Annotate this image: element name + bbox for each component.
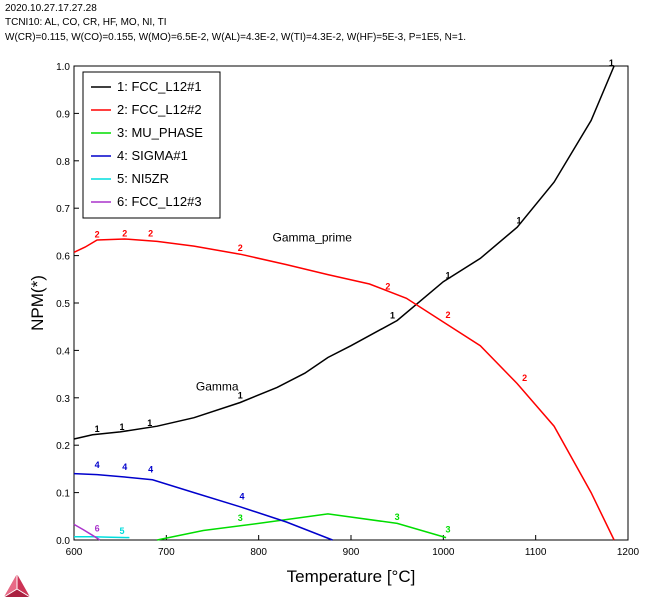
- y-tick-label: 0.3: [56, 394, 70, 405]
- legend-entry: 6: FCC_L12#3: [117, 194, 202, 209]
- x-axis-label: Temperature [°C]: [287, 567, 416, 586]
- timestamp-header: 2020.10.27.17.27.28: [5, 3, 97, 14]
- series-marker-1: 1: [445, 270, 450, 280]
- series-marker-4: 4: [122, 462, 127, 472]
- x-tick-label: 900: [343, 547, 360, 558]
- series-marker-2: 2: [95, 230, 100, 240]
- x-tick-label: 1100: [525, 547, 547, 558]
- y-axis-label: NPM(*): [28, 275, 47, 331]
- series-marker-1: 1: [390, 311, 395, 321]
- y-tick-label: 1.0: [56, 62, 70, 73]
- legend-entry: 3: MU_PHASE: [117, 125, 203, 140]
- series-marker-2: 2: [522, 373, 527, 383]
- database-header: TCNI10: AL, CO, CR, HF, MO, NI, TI: [5, 17, 167, 28]
- series-marker-1: 1: [238, 391, 243, 401]
- legend-entry: 4: SIGMA#1: [117, 148, 188, 163]
- series-marker-6: 6: [95, 523, 100, 533]
- annotation-label: Gamma_prime: [273, 230, 353, 244]
- y-tick-label: 0.7: [56, 204, 70, 215]
- x-tick-label: 1000: [432, 547, 455, 558]
- y-tick-label: 0.5: [56, 299, 70, 310]
- y-tick-label: 0.9: [56, 109, 70, 120]
- y-tick-label: 0.2: [56, 441, 70, 452]
- axis-ticks: 600 700 800 900 1000 1100 1200 0.0 0.1 0.2 0.3 0.4 0…: [56, 62, 639, 558]
- legend-box: [82, 71, 221, 219]
- series-marker-4: 4: [148, 465, 153, 475]
- series-marker-2: 2: [238, 243, 243, 253]
- y-tick-label: 0.1: [56, 489, 70, 500]
- y-tick-label: 0.6: [56, 252, 70, 263]
- series-marker-5: 5: [120, 526, 125, 536]
- x-tick-label: 800: [250, 547, 267, 558]
- legend-entry: 2: FCC_L12#2: [117, 102, 202, 117]
- series-marker-1: 1: [147, 418, 152, 428]
- series-line-4: [73, 472, 333, 541]
- series-marker-1: 1: [609, 58, 614, 68]
- series-marker-4: 4: [240, 492, 245, 502]
- series-line-1: [73, 65, 615, 440]
- annotations: Gamma_prime Gamma: [196, 230, 352, 393]
- series-line-6: [73, 523, 101, 541]
- series-marker-1: 1: [517, 215, 522, 225]
- x-tick-label: 1200: [617, 547, 640, 558]
- series-marker-1: 1: [95, 424, 100, 434]
- series-marker-3: 3: [395, 512, 400, 522]
- series-marker-2: 2: [385, 282, 390, 292]
- series-line-2: [73, 238, 615, 541]
- annotation-label: Gamma: [196, 380, 239, 394]
- series-marker-3: 3: [238, 513, 243, 523]
- series-marker-2: 2: [148, 229, 153, 239]
- x-tick-label: 700: [158, 547, 175, 558]
- series-marker-3: 3: [445, 524, 450, 534]
- conditions-header: W(CR)=0.115, W(CO)=0.155, W(MO)=6.5E-2, …: [5, 32, 467, 43]
- legend: 1: FCC_L12#1 2: FCC_L12#2 3: MU_PHASE 4: SI…: [82, 71, 221, 219]
- series-marker-4: 4: [95, 460, 100, 470]
- series-marker-2: 2: [122, 229, 127, 239]
- series-line-5: [74, 535, 130, 539]
- y-tick-label: 0.0: [56, 536, 70, 547]
- y-tick-label: 0.4: [56, 346, 70, 357]
- series-marker-2: 2: [445, 310, 450, 320]
- legend-entry: 1: FCC_L12#1: [117, 79, 202, 94]
- series-marker-1: 1: [120, 422, 125, 432]
- series-lines: [73, 65, 615, 541]
- series-markers: 1 1 1 1 1 1 1 1 2 2 2 2 2 2 2 3 3 3 4 4 4 4 5 6: [95, 58, 614, 536]
- thermo-calc-logo: [3, 574, 31, 598]
- legend-entry: 5: NI5ZR: [117, 171, 169, 186]
- y-tick-label: 0.8: [56, 157, 70, 168]
- series-line-3: [156, 513, 447, 541]
- x-tick-label: 600: [66, 547, 83, 558]
